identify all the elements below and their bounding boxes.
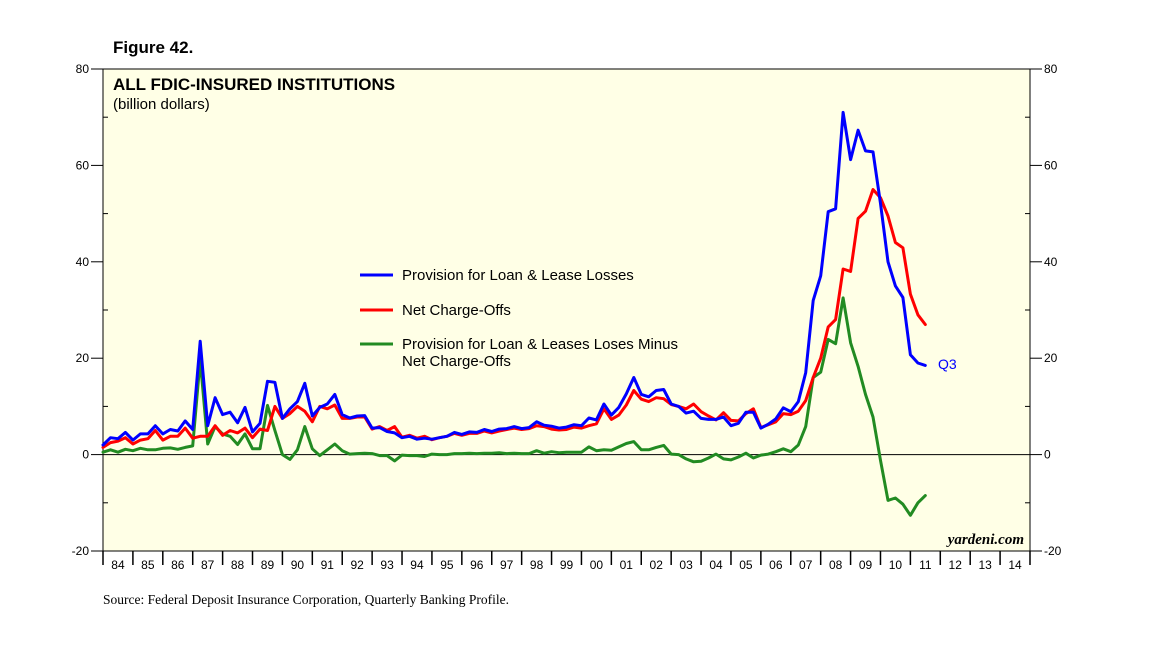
x-tick-label: 91 [321, 558, 335, 572]
chart-title: ALL FDIC-INSURED INSTITUTIONS [113, 75, 395, 94]
y-tick-label-left: 0 [82, 448, 89, 462]
y-tick-label-right: 80 [1044, 62, 1058, 76]
x-tick-label: 97 [500, 558, 514, 572]
x-tick-label: 01 [620, 558, 634, 572]
end-label: Q3 [938, 356, 957, 372]
x-tick-label: 11 [919, 558, 932, 572]
series-difference-line [101, 296, 927, 517]
y-axis-left: -20 0 20 40 60 80 [72, 62, 108, 558]
x-axis: 84 85 86 87 88 89 90 91 92 93 94 95 96 97 98 99 00 01 02 03… [102, 551, 1031, 572]
series-provision-line [101, 110, 927, 447]
x-tick-label: 90 [291, 558, 305, 572]
y-axis-right: -20 0 20 40 60 80 [1025, 62, 1062, 558]
y-tick-label-right: 40 [1044, 255, 1058, 269]
y-tick-label-right: 0 [1044, 448, 1051, 462]
watermark: yardeni.com [946, 532, 1024, 548]
legend-label-net-charge-offs: Net Charge-Offs [402, 302, 511, 319]
x-tick-label: 87 [201, 558, 215, 572]
y-tick-label-left: -20 [72, 544, 90, 558]
y-tick-label-left: 40 [76, 255, 90, 269]
series-layer [101, 110, 927, 517]
chart-subtitle: (billion dollars) [113, 96, 210, 113]
figure-label: Figure 42. [113, 38, 194, 57]
x-tick-label: 00 [590, 558, 604, 572]
x-tick-label: 09 [859, 558, 873, 572]
x-tick-label: 85 [141, 558, 155, 572]
y-tick-label-left: 20 [76, 351, 90, 365]
x-tick-label: 98 [530, 558, 544, 572]
plot-area [102, 68, 1031, 552]
x-tick-label: 14 [1008, 558, 1022, 572]
x-tick-label: 06 [769, 558, 783, 572]
y-tick-label-left: 80 [76, 62, 90, 76]
source-note: Source: Federal Deposit Insurance Corpor… [103, 592, 510, 607]
legend-label-provision: Provision for Loan & Lease Losses [402, 267, 634, 284]
x-tick-label: 07 [799, 558, 813, 572]
x-tick-label: 89 [261, 558, 275, 572]
x-tick-label: 86 [171, 558, 185, 572]
x-tick-label: 96 [470, 558, 484, 572]
x-tick-label: 92 [350, 558, 364, 572]
y-tick-label-right: 60 [1044, 158, 1058, 172]
x-tick-label: 93 [380, 558, 394, 572]
y-tick-label-left: 60 [76, 158, 90, 172]
y-tick-label-right: -20 [1044, 544, 1062, 558]
x-tick-label: 03 [679, 558, 693, 572]
x-tick-label: 05 [739, 558, 753, 572]
x-tick-label: 88 [231, 558, 245, 572]
x-tick-label: 13 [978, 558, 992, 572]
x-tick-label: 02 [650, 558, 664, 572]
x-tick-label: 99 [560, 558, 574, 572]
legend-label-difference: Provision for Loan & Leases Loses Minus N… [402, 336, 678, 370]
x-tick-label: 04 [709, 558, 723, 572]
x-tick-label: 08 [829, 558, 843, 572]
legend: Provision for Loan & Lease Losses Net Ch… [360, 267, 678, 370]
x-tick-label: 10 [889, 558, 903, 572]
x-tick-label: 84 [111, 558, 125, 572]
y-tick-label-right: 20 [1044, 351, 1058, 365]
x-tick-label: 95 [440, 558, 454, 572]
x-tick-label: 12 [949, 558, 963, 572]
x-tick-label: 94 [410, 558, 424, 572]
